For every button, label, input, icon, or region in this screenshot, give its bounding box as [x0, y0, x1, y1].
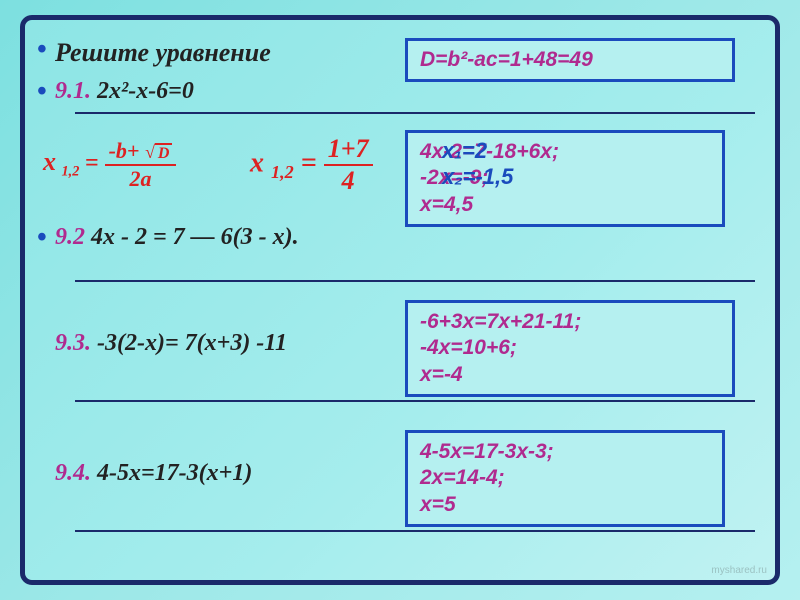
root-1-overlay: x₁=2	[442, 137, 487, 165]
sol4-line2: 2x=14-4;	[420, 465, 710, 491]
divider-3	[75, 400, 755, 402]
sol2-line3: x=4,5	[420, 192, 710, 218]
problem-3: 9.3. -3(2-x)= 7(x+3) -11	[55, 330, 287, 357]
page-title: Решите уравнение	[55, 38, 271, 68]
problem-1-eqn: 2x²-x-6=0	[97, 78, 194, 104]
quadratic-formula-numeric: x 1,2 = 1+7 4	[250, 134, 373, 196]
slide-frame: • Решите уравнение • 9.1. 2x²-x-6=0 D=b²…	[20, 15, 780, 585]
problem-2: 9.2 4x - 2 = 7 — 6(3 - x).	[55, 224, 299, 251]
root-2-overlay: x₂=-1,5	[442, 163, 513, 191]
problem-4-num: 9.4.	[55, 460, 91, 486]
discriminant-box: D=b²-ac=1+48=49	[405, 38, 735, 82]
divider-1	[75, 112, 755, 114]
bullet-2: •	[37, 222, 47, 254]
problem-3-eqn: -3(2-x)= 7(x+3) -11	[97, 330, 287, 356]
watermark: myshared.ru	[711, 565, 767, 576]
discriminant-text: D=b²-ac=1+48=49	[420, 48, 593, 71]
bullet-title: •	[37, 34, 47, 66]
problem-4: 9.4. 4-5x=17-3(x+1)	[55, 460, 252, 487]
bullet-1: •	[37, 76, 47, 108]
sol3-line3: x=-4	[420, 362, 720, 388]
quadratic-formula-generic: x 1,2 = -b+ √D 2a	[43, 138, 176, 192]
divider-2	[75, 280, 755, 282]
sol4-line3: x=5	[420, 492, 710, 518]
problem-4-eqn: 4-5x=17-3(x+1)	[97, 460, 252, 486]
sol3-line2: -4x=10+6;	[420, 335, 720, 361]
problem-2-num: 9.2	[55, 224, 85, 250]
sol4-line1: 4-5x=17-3x-3;	[420, 439, 710, 465]
problem-1-num: 9.1.	[55, 78, 91, 104]
solution-2-box: 4x-2=7-18+6x; -2x=-9; x=4,5 x₁=2 x₂=-1,5	[405, 130, 725, 227]
solution-4-box: 4-5x=17-3x-3; 2x=14-4; x=5	[405, 430, 725, 527]
sol3-line1: -6+3x=7x+21-11;	[420, 309, 720, 335]
problem-1: 9.1. 2x²-x-6=0	[55, 78, 194, 105]
solution-3-box: -6+3x=7x+21-11; -4x=10+6; x=-4	[405, 300, 735, 397]
problem-2-eqn: 4x - 2 = 7 — 6(3 - x).	[91, 224, 299, 250]
problem-3-num: 9.3.	[55, 330, 91, 356]
divider-4	[75, 530, 755, 532]
